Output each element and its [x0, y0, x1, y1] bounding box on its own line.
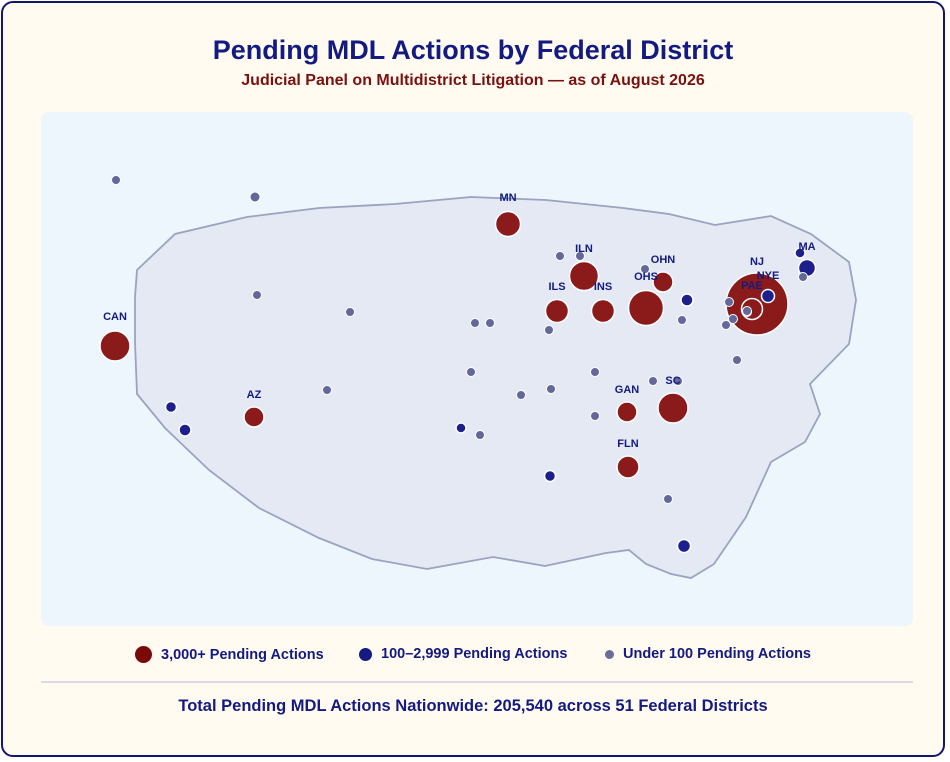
district-marker[interactable] — [345, 307, 355, 317]
legend-item-small: Under 100 Pending Actions — [605, 646, 811, 662]
district-marker[interactable] — [470, 318, 480, 328]
district-label-pae: PAE — [741, 280, 763, 292]
district-label-ohn: OHN — [651, 254, 676, 266]
district-marker-mn[interactable] — [494, 210, 522, 238]
district-label-nj: NJ — [750, 256, 764, 268]
district-marker[interactable] — [544, 325, 554, 335]
district-label-ma: MA — [798, 241, 815, 253]
district-marker[interactable] — [680, 293, 694, 307]
map-panel: CAN AZ MN ILN ILS INS OHS OHN NJ PAE NYE MA GAN SC FLN — [41, 112, 913, 626]
district-marker[interactable] — [721, 320, 731, 330]
district-marker[interactable] — [543, 469, 557, 483]
district-marker[interactable] — [640, 264, 650, 274]
district-label-ins: INS — [594, 281, 612, 293]
district-marker[interactable] — [676, 538, 692, 554]
district-marker-can[interactable] — [99, 330, 131, 362]
district-marker-fln[interactable] — [616, 455, 640, 479]
district-marker[interactable] — [249, 191, 261, 203]
total-summary: Total Pending MDL Actions Nationwide: 20… — [178, 697, 768, 715]
legend-small-dot-icon — [605, 649, 614, 659]
district-label-az: AZ — [247, 389, 262, 401]
district-label-iln: ILN — [575, 243, 593, 255]
page-subtitle: Judicial Panel on Multidistrict Litigati… — [241, 72, 705, 89]
district-markers — [99, 175, 817, 554]
district-label-gan: GAN — [615, 384, 640, 396]
district-marker-nye[interactable] — [760, 288, 776, 304]
district-label-fln: FLN — [617, 438, 638, 450]
us-landmass — [134, 196, 857, 579]
district-marker[interactable] — [663, 494, 673, 504]
district-marker[interactable] — [648, 376, 658, 386]
district-marker-ils[interactable] — [544, 298, 570, 324]
district-marker-az[interactable] — [243, 406, 265, 428]
district-label-ils: ILS — [548, 281, 565, 293]
district-marker[interactable] — [455, 422, 467, 434]
page-title: Pending MDL Actions by Federal District — [212, 35, 734, 65]
district-marker-ins[interactable] — [590, 298, 616, 324]
district-marker[interactable] — [794, 247, 806, 259]
legend: 3,000+ Pending Actions 100–2,999 Pending… — [3, 646, 943, 666]
legend-item-large: 3,000+ Pending Actions — [135, 646, 324, 663]
legend-small-label: Under 100 Pending Actions — [623, 646, 811, 662]
district-marker-sc[interactable] — [657, 392, 689, 424]
district-marker[interactable] — [673, 376, 683, 386]
district-marker[interactable] — [111, 175, 121, 185]
district-marker[interactable] — [732, 355, 742, 365]
legend-medium-dot-icon — [359, 647, 372, 661]
district-marker-ohn[interactable] — [652, 271, 674, 293]
district-marker[interactable] — [516, 390, 526, 400]
footer-divider — [41, 681, 913, 683]
district-label-mn: MN — [499, 192, 516, 204]
district-marker[interactable] — [466, 367, 476, 377]
district-marker[interactable] — [485, 318, 495, 328]
district-marker[interactable] — [677, 315, 687, 325]
district-marker[interactable] — [728, 314, 738, 324]
legend-large-label: 3,000+ Pending Actions — [161, 646, 324, 663]
district-marker[interactable] — [724, 297, 734, 307]
district-marker[interactable] — [798, 272, 808, 282]
district-marker[interactable] — [322, 385, 332, 395]
district-label-can: CAN — [103, 311, 127, 323]
district-marker[interactable] — [178, 423, 192, 437]
district-label-nye: NYE — [757, 270, 780, 282]
legend-item-medium: 100–2,999 Pending Actions — [359, 646, 567, 662]
district-marker-gan[interactable] — [616, 401, 638, 423]
district-marker[interactable] — [590, 367, 600, 377]
district-marker[interactable] — [555, 251, 565, 261]
district-marker[interactable] — [252, 290, 262, 300]
district-marker-iln[interactable] — [568, 260, 600, 292]
district-marker[interactable] — [575, 251, 585, 261]
district-marker[interactable] — [546, 384, 556, 394]
district-marker[interactable] — [590, 411, 600, 421]
district-marker[interactable] — [475, 430, 485, 440]
district-label-sc: SC — [665, 375, 680, 387]
legend-large-dot-icon — [135, 646, 152, 663]
district-label-ohs: OHS — [634, 271, 658, 283]
legend-medium-label: 100–2,999 Pending Actions — [381, 646, 568, 662]
district-marker[interactable] — [164, 400, 178, 414]
district-marker-ohs[interactable] — [627, 289, 665, 327]
district-marker[interactable] — [742, 306, 752, 316]
